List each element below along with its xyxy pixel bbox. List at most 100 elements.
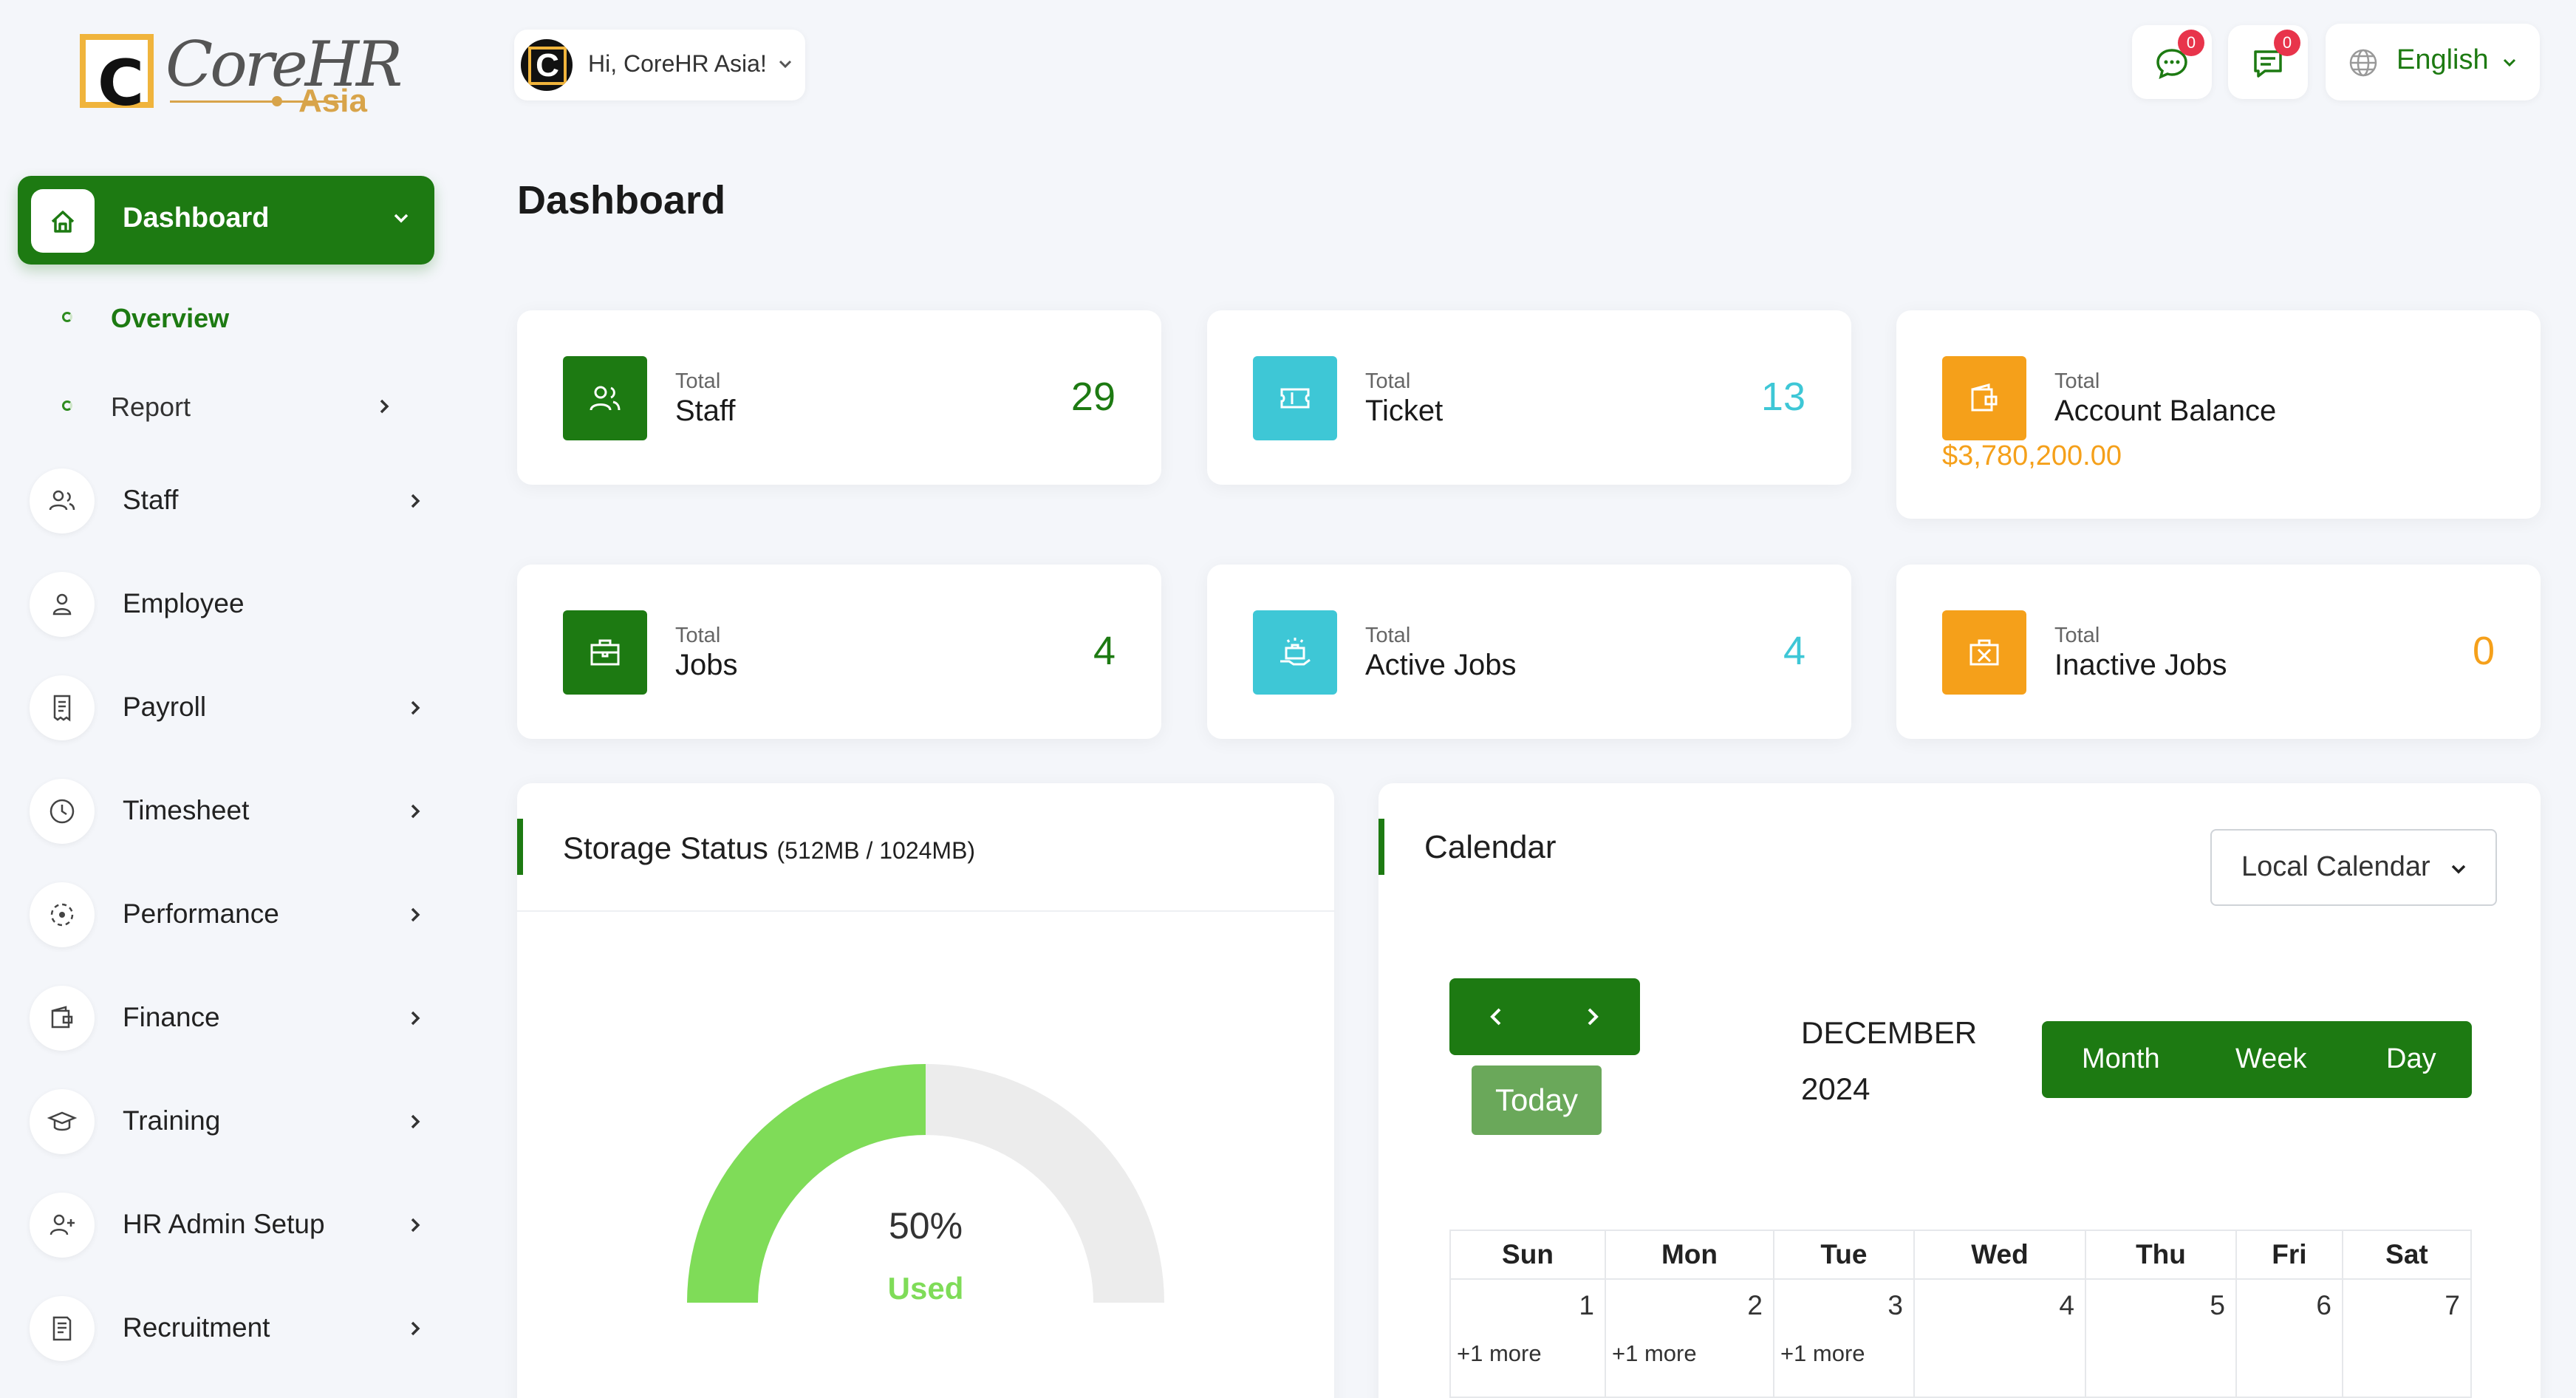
- stat-caption: Total: [1365, 369, 1411, 393]
- weekday-header: Wed: [1913, 1230, 2087, 1280]
- prev-month-button[interactable]: [1449, 978, 1545, 1055]
- messages-button[interactable]: 0: [2228, 25, 2308, 99]
- calendar-day-cell[interactable]: 6: [2235, 1278, 2343, 1398]
- sidebar-item-dashboard[interactable]: Dashboard: [18, 176, 434, 265]
- sidebar-item-employee[interactable]: Employee: [30, 569, 428, 640]
- sidebar-item-label: HR Admin Setup: [123, 1209, 325, 1239]
- stat-card-active-jobs[interactable]: Total Active Jobs 4: [1207, 565, 1851, 739]
- chevron-right-icon: [411, 494, 420, 508]
- stat-card-ticket[interactable]: Total Ticket 13: [1207, 310, 1851, 485]
- user-menu[interactable]: C Hi, CoreHR Asia!: [514, 30, 805, 100]
- avatar: C: [519, 37, 575, 93]
- sidebar-item-label: Dashboard: [123, 202, 270, 233]
- calendar-day-cell[interactable]: 2 +1 more: [1605, 1278, 1774, 1398]
- page-title: Dashboard: [517, 178, 726, 222]
- stat-value: 4: [1783, 629, 1805, 673]
- chevron-right-icon: [411, 700, 420, 715]
- chat-button[interactable]: 0: [2132, 25, 2212, 99]
- language-selector[interactable]: English: [2326, 24, 2540, 100]
- receipt-icon: [30, 675, 95, 740]
- stat-card-inactive-jobs[interactable]: Total Inactive Jobs 0: [1896, 565, 2541, 739]
- calendar-day-cell[interactable]: 3 +1 more: [1772, 1278, 1915, 1398]
- weekday-header-row: Sun Mon Tue Wed Thu Fri Sat: [1449, 1230, 2473, 1280]
- sidebar-item-hr-admin-setup[interactable]: HR Admin Setup: [30, 1190, 428, 1261]
- calendar-day-cell[interactable]: 7: [2341, 1278, 2473, 1398]
- stat-card-account-balance[interactable]: Total Account Balance $3,780,200.00: [1896, 310, 2541, 519]
- calendar-month: DECEMBER: [1801, 1015, 1978, 1050]
- avatar-letter: C: [528, 47, 567, 85]
- users-icon: [30, 468, 95, 533]
- today-button[interactable]: Today: [1472, 1065, 1602, 1135]
- gauge-fill: [687, 1064, 926, 1303]
- logo-wordmark: CoreHR: [165, 28, 403, 100]
- briefcase-icon: [563, 610, 647, 695]
- message-badge: 0: [2274, 30, 2300, 56]
- sidebar-item-recruitment[interactable]: Recruitment: [30, 1293, 428, 1364]
- view-month-button[interactable]: Month: [2082, 1043, 2160, 1074]
- chat-icon: [2156, 49, 2187, 80]
- wallet-icon: [1942, 356, 2026, 440]
- stat-value: 4: [1093, 629, 1116, 673]
- more-events-link[interactable]: +1 more: [1457, 1340, 1542, 1366]
- sidebar-item-label: Employee: [123, 588, 245, 618]
- sidebar-item-label: Training: [123, 1105, 221, 1136]
- stat-card-jobs[interactable]: Total Jobs 4: [517, 565, 1161, 739]
- calendar-day-cell[interactable]: 1 +1 more: [1449, 1278, 1606, 1398]
- user-plus-icon: [30, 1193, 95, 1258]
- calendar-day-cell[interactable]: 5: [2085, 1278, 2237, 1398]
- weekday-header: Fri: [2235, 1230, 2343, 1280]
- day-number: 5: [2210, 1290, 2225, 1320]
- next-month-button[interactable]: [1545, 978, 1640, 1055]
- view-week-button[interactable]: Week: [2235, 1043, 2307, 1074]
- sidebar-item-label: Staff: [123, 485, 179, 515]
- stat-label: Jobs: [675, 649, 738, 681]
- more-events-link[interactable]: +1 more: [1612, 1340, 1697, 1366]
- weekday-header: Sun: [1449, 1230, 1606, 1280]
- active-jobs-icon: [1253, 610, 1337, 695]
- stat-card-staff[interactable]: Total Staff 29: [517, 310, 1161, 485]
- weekday-header: Thu: [2085, 1230, 2237, 1280]
- chevron-right-icon: [411, 1114, 420, 1129]
- chevron-left-icon: [1490, 1008, 1501, 1026]
- sidebar-item-label: Timesheet: [123, 795, 250, 825]
- stat-label: Account Balance: [2054, 395, 2277, 427]
- user-greeting: Hi, CoreHR Asia!: [588, 50, 767, 77]
- more-events-link[interactable]: +1 more: [1780, 1340, 1865, 1366]
- day-number: 1: [1579, 1290, 1594, 1320]
- sidebar-item-timesheet[interactable]: Timesheet: [30, 776, 428, 847]
- chevron-down-icon: [2451, 865, 2466, 874]
- calendar-period: DECEMBER 2024: [1801, 1005, 1977, 1117]
- stat-label: Inactive Jobs: [2054, 649, 2227, 681]
- calendar-day-cell[interactable]: 4: [1913, 1278, 2087, 1398]
- chevron-right-icon: [411, 1218, 420, 1232]
- sidebar-item-label: Recruitment: [123, 1312, 270, 1343]
- calendar-source-select[interactable]: Local Calendar: [2210, 829, 2497, 906]
- sidebar-item-label: Finance: [123, 1002, 220, 1032]
- section-accent: [517, 819, 523, 875]
- users-icon: [563, 356, 647, 440]
- view-day-button[interactable]: Day: [2386, 1043, 2436, 1074]
- performance-icon: [30, 882, 95, 947]
- logo-letter: C: [98, 47, 145, 120]
- stat-caption: Total: [1365, 624, 1411, 647]
- sidebar-item-performance[interactable]: Performance: [30, 879, 428, 950]
- stat-label: Active Jobs: [1365, 649, 1517, 681]
- clock-icon: [30, 779, 95, 844]
- inactive-jobs-icon: [1942, 610, 2026, 695]
- stat-value: 0: [2472, 629, 2495, 673]
- corehr-logo[interactable]: C CoreHR Asia: [77, 28, 403, 120]
- chevron-right-icon: [1588, 1008, 1599, 1026]
- sidebar-subitem-report[interactable]: Report: [62, 384, 431, 429]
- stat-value: $3,780,200.00: [1942, 440, 2122, 471]
- storage-title-text: Storage Status: [563, 831, 768, 865]
- sidebar-subitem-overview[interactable]: Overview: [62, 296, 431, 340]
- calendar-card: Calendar Local Calendar Today DECEMBER 2…: [1378, 783, 2541, 1398]
- gauge-percent: 50%: [888, 1205, 963, 1247]
- chevron-right-icon: [411, 1011, 420, 1026]
- stat-caption: Total: [675, 624, 721, 647]
- sidebar-item-training[interactable]: Training: [30, 1086, 428, 1157]
- sidebar-item-payroll[interactable]: Payroll: [30, 672, 428, 743]
- sidebar-item-finance[interactable]: Finance: [30, 983, 428, 1054]
- sidebar-item-staff[interactable]: Staff: [30, 466, 428, 536]
- calendar-nav: [1449, 978, 1640, 1055]
